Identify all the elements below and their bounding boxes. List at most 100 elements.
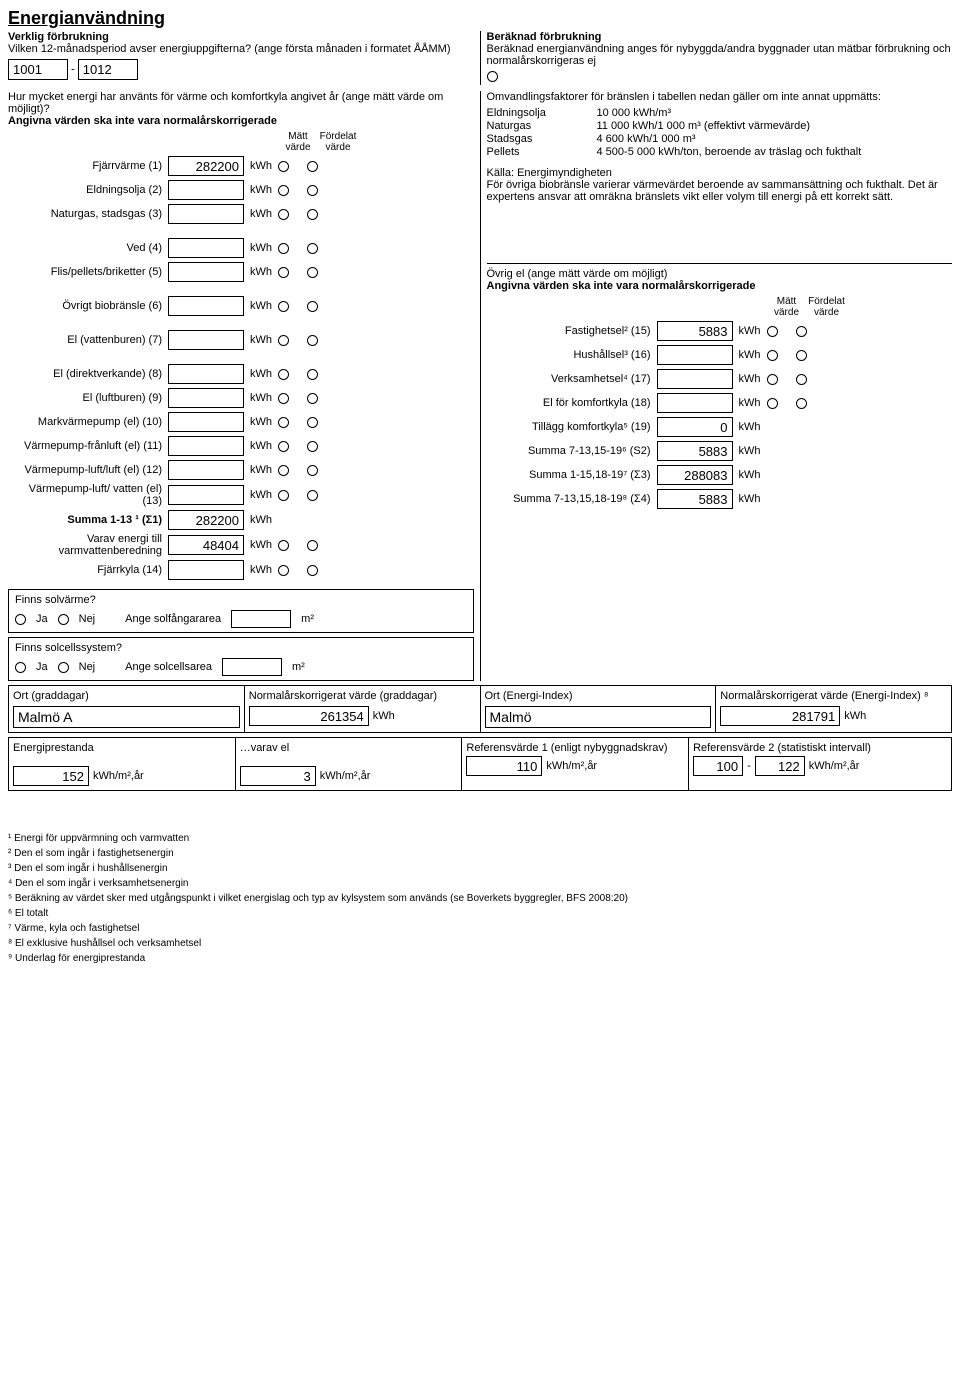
row-ford-radio[interactable] [307, 267, 318, 278]
row-ford-radio[interactable] [307, 441, 318, 452]
row-ford-radio[interactable] [307, 161, 318, 172]
ovrig-ford-radio[interactable] [796, 326, 807, 337]
conv-val: 11 000 kWh/1 000 m³ (effektivt värmevärd… [597, 120, 811, 132]
calc-checkbox[interactable] [487, 71, 498, 82]
row-matt-radio[interactable] [278, 441, 289, 452]
ovrig-value: 5883 [657, 441, 733, 461]
footnote-line: ⁸ El exklusive hushållsel och verksamhet… [8, 936, 952, 951]
ovrig-label: Verksamhetsel⁴ (17) [487, 373, 657, 385]
footnote-line: ³ Den el som ingår i hushållsenergin [8, 861, 952, 876]
ovrig-matt-radio[interactable] [767, 326, 778, 337]
perf2-value: 3 [240, 766, 316, 786]
row-matt-radio[interactable] [278, 490, 289, 501]
ort2-value: 261354 [249, 706, 369, 726]
varav-value[interactable]: 48404 [168, 535, 244, 555]
perf2-unit: kWh/m²,år [320, 770, 371, 782]
row-label: El (vattenburen) (7) [8, 334, 168, 346]
row-matt-radio[interactable] [278, 243, 289, 254]
ovrig-ford-radio[interactable] [796, 398, 807, 409]
row-ford-radio[interactable] [307, 417, 318, 428]
solar2-no-radio[interactable] [58, 662, 69, 673]
period-from-input[interactable]: 1001 [8, 59, 68, 80]
conv-key: Eldningsolja [487, 107, 597, 119]
ort-grid: Ort (graddagar) Malmö A Normalårskorrige… [8, 685, 952, 733]
row-value[interactable] [168, 460, 244, 480]
footnote-line: ⁹ Underlag för energiprestanda [8, 951, 952, 966]
ovrig-value[interactable] [657, 393, 733, 413]
ovrig-value: 288083 [657, 465, 733, 485]
summa1-unit: kWh [244, 514, 278, 526]
row-matt-radio[interactable] [278, 417, 289, 428]
conv-src: Källa: Energimyndigheten [487, 167, 953, 179]
solar2-yes-radio[interactable] [15, 662, 26, 673]
ovrig-matt-radio[interactable] [767, 374, 778, 385]
row-value[interactable] [168, 262, 244, 282]
row-ford-radio[interactable] [307, 490, 318, 501]
row-value[interactable] [168, 330, 244, 350]
ovrig-ford-radio[interactable] [796, 374, 807, 385]
fjarrkyla-matt-radio[interactable] [278, 565, 289, 576]
solar1-area-input[interactable] [231, 610, 291, 628]
solar1-area-unit: m² [301, 613, 314, 625]
perf4-sep: - [747, 760, 751, 772]
row-unit: kWh [244, 392, 278, 404]
row-matt-radio[interactable] [278, 335, 289, 346]
ort3-value[interactable]: Malmö [485, 706, 712, 728]
row-unit: kWh [244, 160, 278, 172]
row-value[interactable] [168, 180, 244, 200]
ovrig-label: Hushållsel³ (16) [487, 349, 657, 361]
row-matt-radio[interactable] [278, 301, 289, 312]
row-ford-radio[interactable] [307, 243, 318, 254]
row-matt-radio[interactable] [278, 185, 289, 196]
row-value[interactable] [168, 204, 244, 224]
ovrig-label: Summa 7-13,15,18-19⁸ (Σ4) [487, 493, 657, 505]
row-ford-radio[interactable] [307, 393, 318, 404]
perf4-to: 122 [755, 756, 805, 776]
period-to-input[interactable]: 1012 [78, 59, 138, 80]
row-matt-radio[interactable] [278, 369, 289, 380]
ovrig-matt-radio[interactable] [767, 350, 778, 361]
row-ford-radio[interactable] [307, 465, 318, 476]
row-value[interactable] [168, 388, 244, 408]
row-ford-radio[interactable] [307, 185, 318, 196]
row-matt-radio[interactable] [278, 209, 289, 220]
ovrig-ford-radio[interactable] [796, 350, 807, 361]
row-label: Värmepump-luft/luft (el) (12) [8, 464, 168, 476]
row-value[interactable] [168, 364, 244, 384]
row-value[interactable] [168, 436, 244, 456]
fjarrkyla-ford-radio[interactable] [307, 565, 318, 576]
row-ford-radio[interactable] [307, 301, 318, 312]
row-value[interactable] [168, 238, 244, 258]
ovrig-matt-radio[interactable] [767, 398, 778, 409]
row-ford-radio[interactable] [307, 369, 318, 380]
row-matt-radio[interactable] [278, 161, 289, 172]
row-matt-radio[interactable] [278, 393, 289, 404]
solar1-yes-radio[interactable] [15, 614, 26, 625]
row-ford-radio[interactable] [307, 209, 318, 220]
conv-intro: Omvandlingsfaktorer för bränslen i tabel… [487, 91, 953, 103]
row-value[interactable] [168, 412, 244, 432]
row-matt-radio[interactable] [278, 267, 289, 278]
ovrig-col-matt: Mätt värde [767, 296, 807, 318]
solar1-area-label: Ange solfångararea [125, 613, 221, 625]
ovrig-unit: kWh [733, 445, 767, 457]
fjarrkyla-value[interactable] [168, 560, 244, 580]
varav-ford-radio[interactable] [307, 540, 318, 551]
ovrig-value[interactable]: 5883 [657, 321, 733, 341]
page-title: Energianvändning [8, 8, 952, 29]
row-value[interactable]: 282200 [168, 156, 244, 176]
row-ford-radio[interactable] [307, 335, 318, 346]
row-label: Eldningsolja (2) [8, 184, 168, 196]
ovrig-value[interactable] [657, 345, 733, 365]
solar2-area-input[interactable] [222, 658, 282, 676]
ort1-value[interactable]: Malmö A [13, 706, 240, 728]
solar1-no-radio[interactable] [58, 614, 69, 625]
ovrig-unit: kWh [733, 469, 767, 481]
row-value[interactable] [168, 485, 244, 505]
perf3-value: 110 [466, 756, 542, 776]
ovrig-label: Tillägg komfortkyla⁵ (19) [487, 421, 657, 433]
row-value[interactable] [168, 296, 244, 316]
ovrig-value[interactable] [657, 369, 733, 389]
row-matt-radio[interactable] [278, 465, 289, 476]
varav-matt-radio[interactable] [278, 540, 289, 551]
